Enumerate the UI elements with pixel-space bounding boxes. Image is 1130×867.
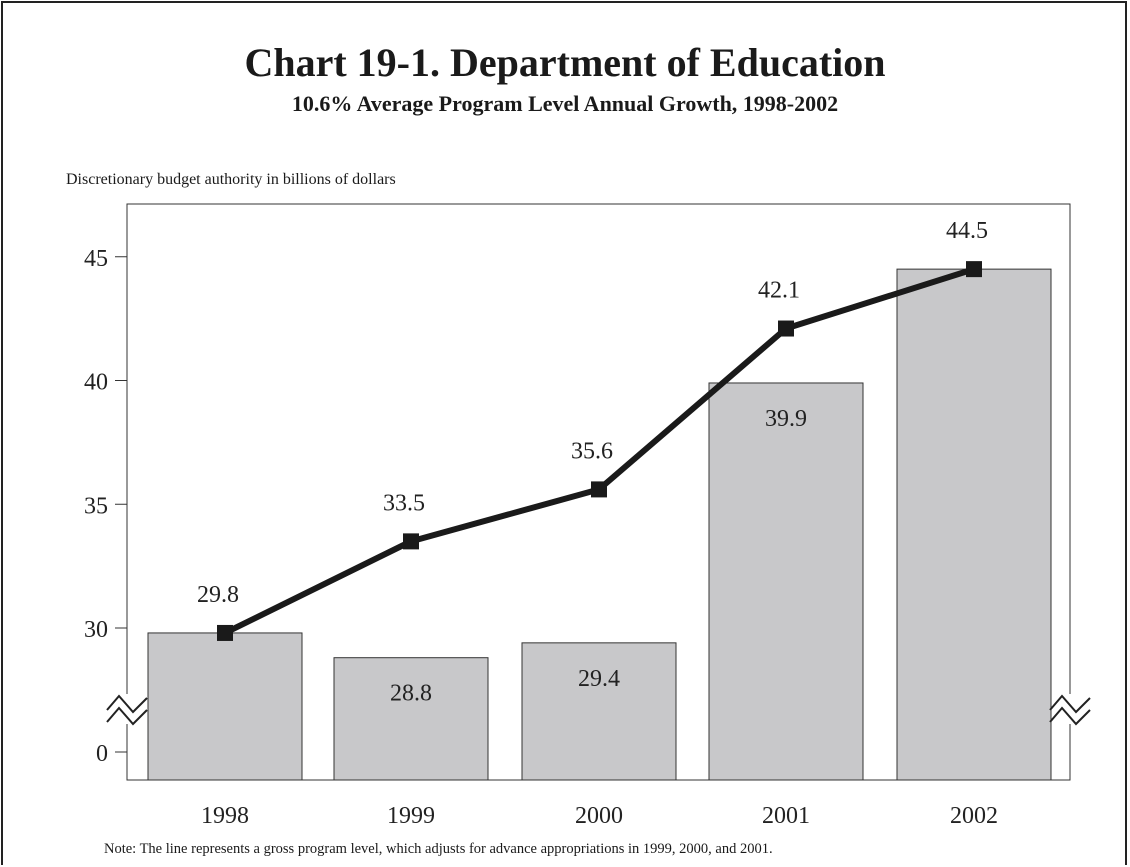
line-marker-2000 — [591, 481, 607, 498]
chart-subtitle: 10.6% Average Program Level Annual Growt… — [291, 91, 839, 116]
line-value-label: 35.6 — [571, 438, 613, 464]
y-tick-label: 40 — [84, 370, 108, 396]
bar-1998 — [147, 632, 303, 781]
axis-break-left — [106, 694, 148, 726]
line-marker-1999 — [403, 533, 419, 550]
line-value-label: 29.8 — [197, 582, 239, 608]
axis-break-right — [1049, 694, 1091, 726]
bar-value-label: 39.9 — [765, 406, 807, 432]
bar-2002 — [896, 268, 1052, 781]
chart-title: Chart 19-1. Department of Education — [244, 40, 886, 85]
line-layer: 29.8 33.5 35.6 42.1 44.5 — [197, 218, 988, 641]
line-marker-1998 — [217, 624, 233, 641]
y-tick-label: 35 — [84, 493, 108, 519]
line-value-label: 42.1 — [758, 278, 800, 304]
bar-2000 — [521, 642, 677, 781]
chart-note: Note: The line represents a gross progra… — [104, 841, 773, 857]
line-marker-2001 — [778, 320, 794, 337]
y-tick-label: 30 — [84, 617, 108, 643]
x-axis: 1998 1999 2000 2001 2002 — [201, 803, 998, 829]
bars-layer: 28.8 29.4 39.9 — [147, 268, 1052, 781]
bar-2001 — [708, 382, 864, 781]
axis-break-marks — [106, 694, 1091, 726]
x-tick-label: 1998 — [201, 803, 249, 829]
bar-value-label: 28.8 — [390, 681, 432, 707]
bar-value-label: 29.4 — [578, 666, 620, 692]
y-tick-label: 45 — [84, 246, 108, 272]
x-tick-label: 1999 — [387, 803, 435, 829]
bar-1999 — [333, 657, 489, 781]
x-tick-label: 2001 — [762, 803, 810, 829]
y-axis-label: Discretionary budget authority in billio… — [66, 171, 396, 188]
line-value-label: 33.5 — [383, 490, 425, 516]
x-tick-label: 2002 — [950, 803, 998, 829]
x-tick-label: 2000 — [575, 803, 623, 829]
line-marker-2002 — [966, 261, 982, 278]
y-axis: 0 30 35 40 45 — [84, 246, 127, 767]
line-value-label: 44.5 — [946, 218, 988, 244]
y-tick-label: 0 — [96, 741, 108, 767]
